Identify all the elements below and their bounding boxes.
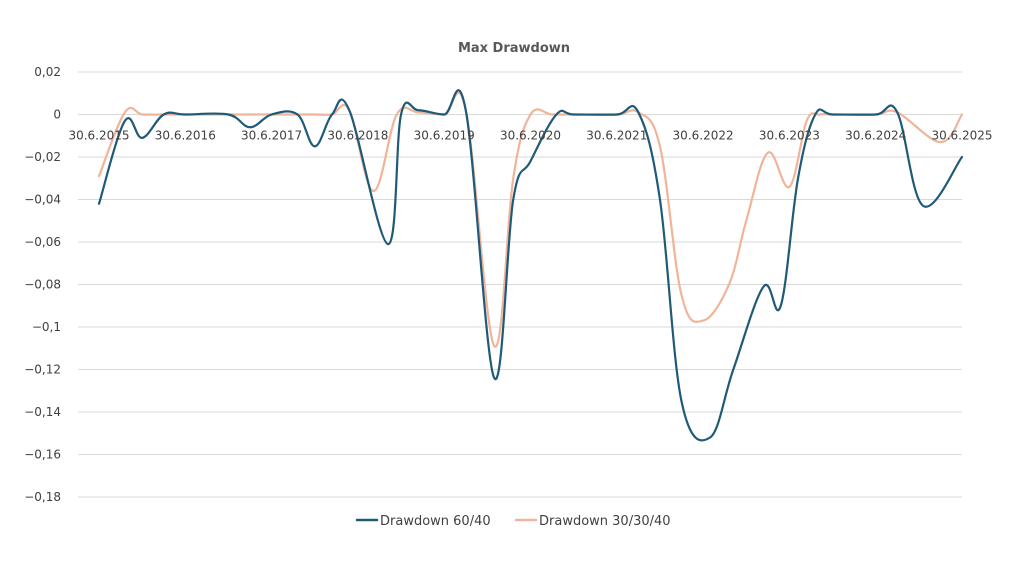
y-tick-label: −0,18: [24, 490, 61, 504]
legend-label-drawdown-60-40: Drawdown 60/40: [380, 514, 491, 529]
y-tick-label: −0,16: [24, 448, 61, 462]
x-axis-ticks: 30.6.2015 30.6.2016 30.6.2017 30.6.2018 30.6…: [68, 129, 992, 143]
y-tick-label: −0,04: [24, 193, 61, 207]
y-tick-label: −0,06: [24, 235, 61, 249]
chart-title: Max Drawdown: [458, 41, 570, 56]
y-tick-label: −0,02: [24, 150, 61, 164]
legend-label-drawdown-30-30-40: Drawdown 30/30/40: [539, 514, 671, 529]
x-tick-label: 30.6.2015: [68, 129, 129, 143]
x-tick-label: 30.6.2025: [931, 129, 992, 143]
x-tick-label: 30.6.2016: [155, 129, 216, 143]
y-tick-label: 0: [53, 108, 61, 122]
y-tick-label: −0,08: [24, 278, 61, 292]
x-tick-label: 30.6.2018: [327, 129, 388, 143]
y-tick-label: 0,02: [34, 65, 61, 79]
x-tick-label: 30.6.2022: [673, 129, 734, 143]
y-tick-label: −0,12: [24, 363, 61, 377]
x-tick-label: 30.6.2020: [500, 129, 561, 143]
series-lines: [97, 89, 964, 442]
series-line-drawdown-30-30-40: [97, 91, 964, 348]
y-axis-ticks: 0,02 0 −0,02 −0,04 −0,06 −0,08 −0,1 −0,12 −0,14 −…: [24, 65, 61, 504]
x-tick-label: 30.6.2021: [586, 129, 647, 143]
legend: Drawdown 60/40 Drawdown 30/30/40: [355, 514, 671, 529]
x-tick-label: 30.6.2019: [414, 129, 475, 143]
y-tick-label: −0,14: [24, 405, 61, 419]
x-tick-label: 30.6.2023: [759, 129, 820, 143]
series-line-drawdown-60-40: [97, 89, 964, 442]
x-tick-label: 30.6.2024: [845, 129, 906, 143]
x-tick-label: 30.6.2017: [241, 129, 302, 143]
y-tick-label: −0,1: [32, 320, 61, 334]
